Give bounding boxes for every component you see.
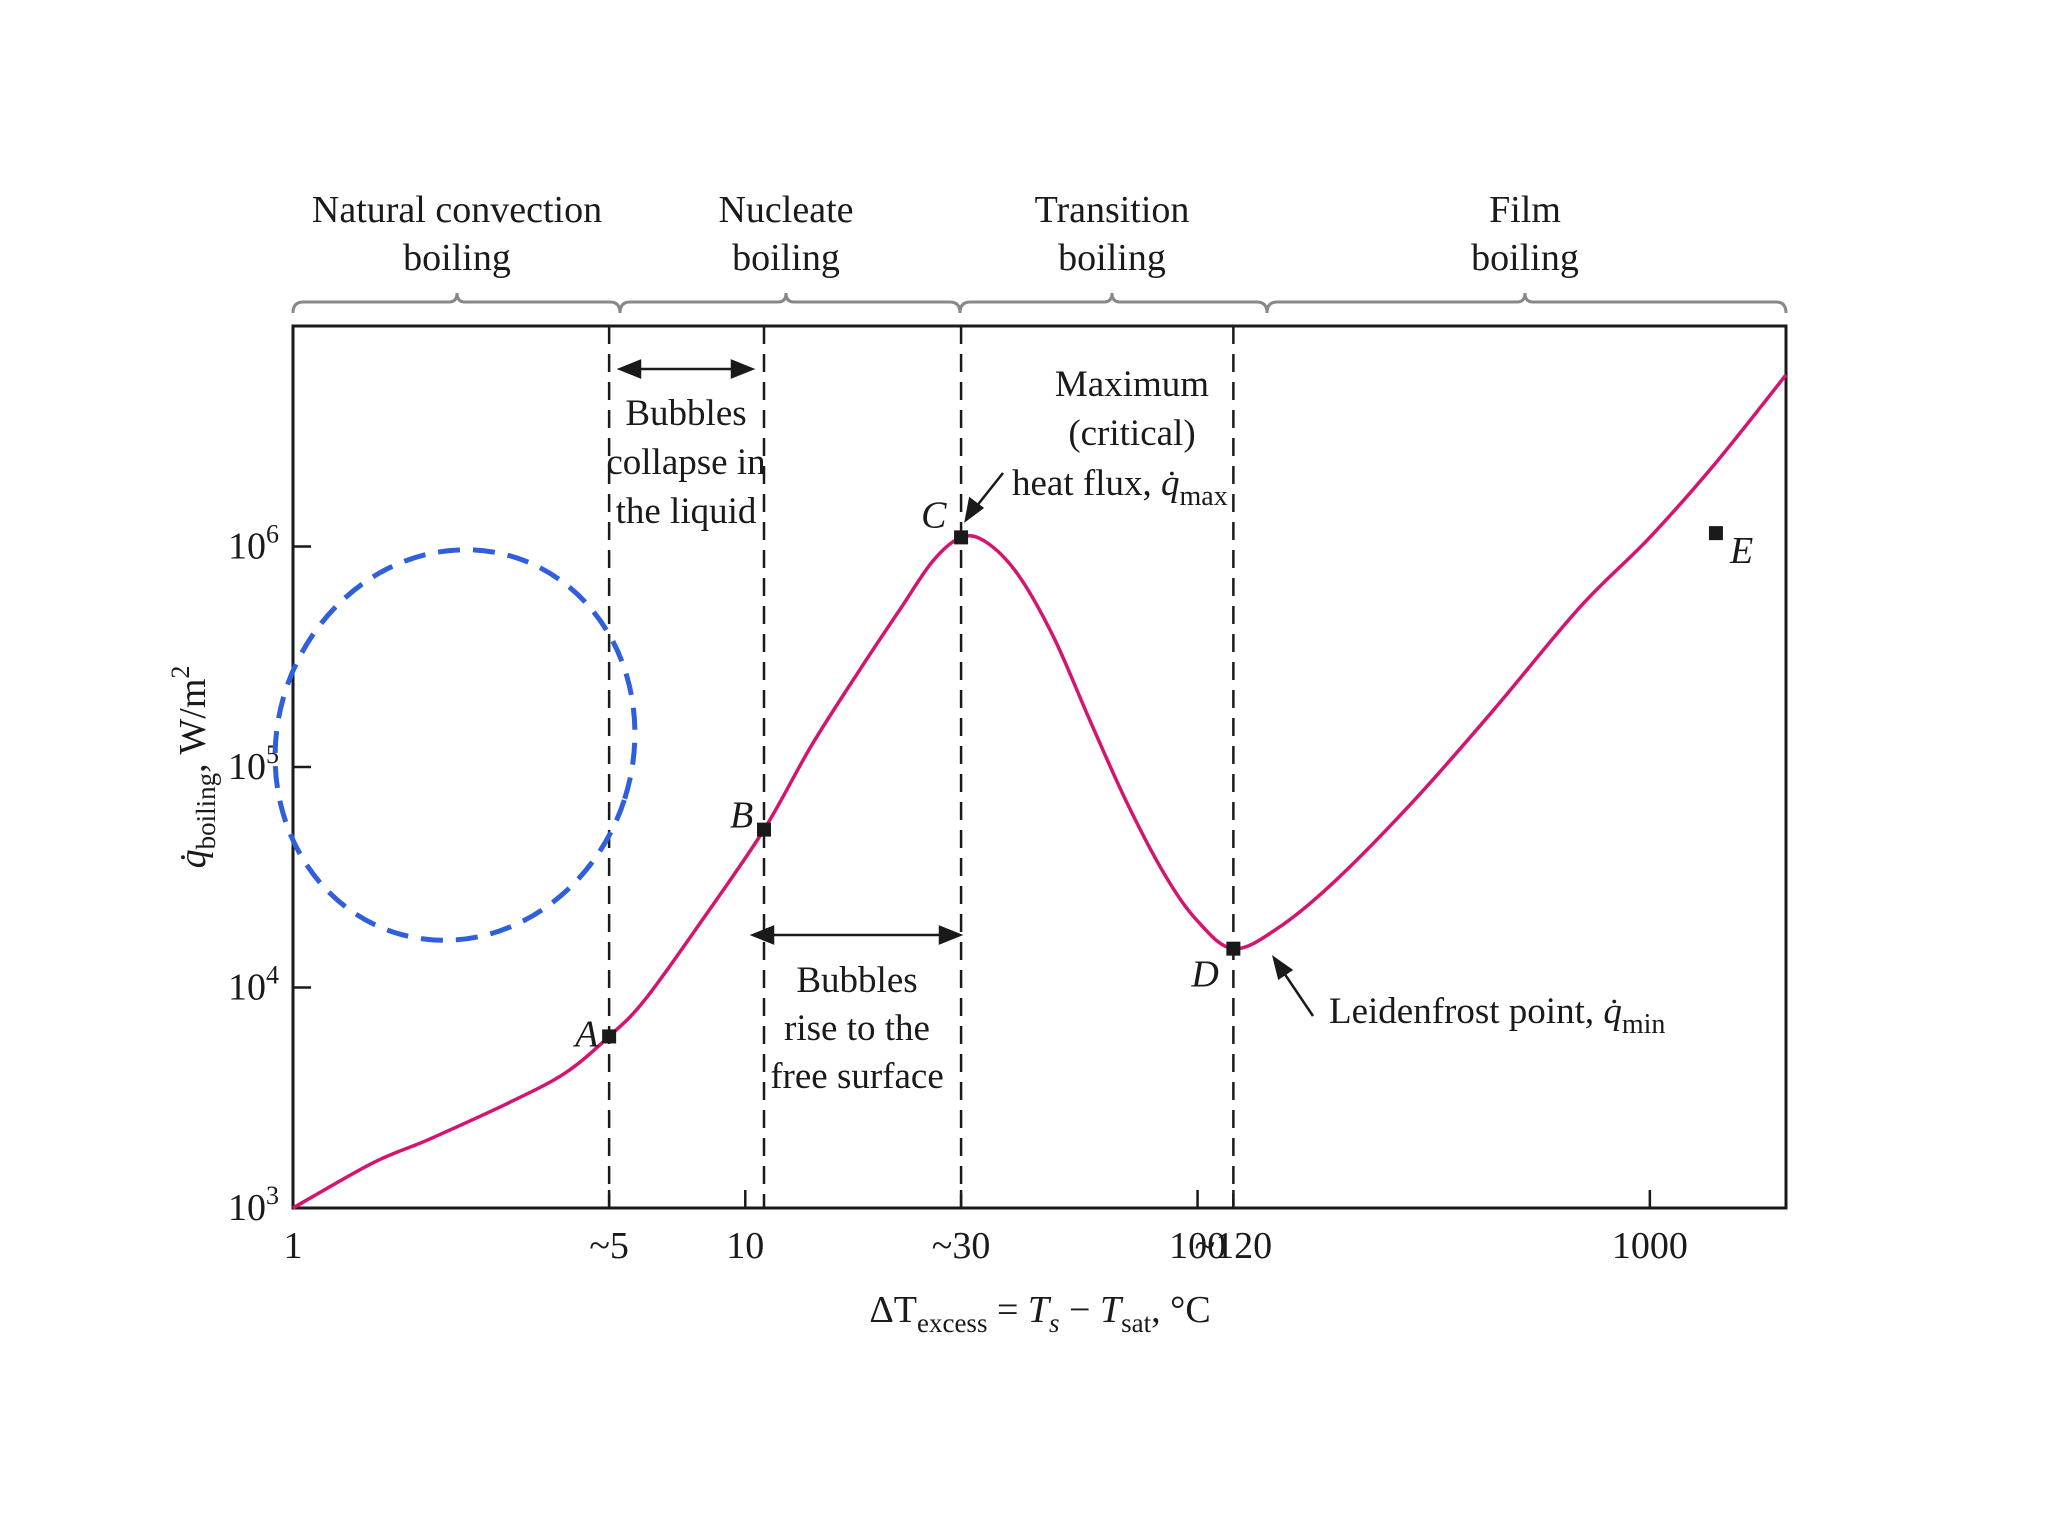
x-axis-minus: − [1060,1289,1100,1331]
brace-natural-convection [291,292,622,314]
brace-transition [958,292,1269,314]
x-tick-label: 1000 [1612,1225,1688,1267]
bubbles-collapse-line2: collapse in [606,442,765,483]
brace-film [1265,292,1788,314]
bubbles-rise-line2: rise to the [784,1008,930,1049]
x-tick-label: 10 [726,1225,764,1267]
point-B [757,822,772,837]
max-heat-flux-q: q̇ [1161,463,1180,504]
x-tick-label: 1 [284,1225,303,1267]
region-natural-convection-line2: boiling [403,237,511,279]
leidenfrost-text: Leidenfrost point, [1329,991,1603,1032]
point-E [1708,526,1723,541]
leidenfrost-pointer [1271,955,1315,1017]
region-braces [291,292,1788,314]
pointer-arrows [964,472,1315,1017]
leidenfrost-q: q̇ [1603,991,1622,1032]
bubbles-collapse-arrow [616,359,756,379]
x-axis-title: ΔTexcess = Ts − Tsat, °C [869,1289,1210,1338]
point-A [602,1029,617,1044]
leidenfrost-label: Leidenfrost point, q̇min [1329,991,1665,1040]
region-labels: Natural convection boiling Nucleate boil… [312,189,1579,279]
region-nucleate-line1: Nucleate [718,189,853,231]
x-tick-label: ~120 [1195,1225,1273,1267]
x-axis-sub-sat: sat [1121,1308,1151,1338]
double-arrows [616,359,964,945]
x-tick-label: 100 [1169,1225,1226,1267]
region-natural-convection-line1: Natural convection [312,189,602,231]
point-label-E: E [1729,530,1753,572]
bubbles-rise-arrow [749,925,964,945]
region-film-line2: boiling [1471,237,1579,279]
point-D [1226,941,1241,956]
annotations: Bubbles collapse in the liquid Bubbles r… [606,364,1665,1097]
max-heat-flux-line1: Maximum [1055,364,1209,405]
y-tick-label: 106 [228,520,279,568]
x-axis-ts: T [1028,1289,1052,1331]
max-heat-flux-line3: heat flux, q̇max [1012,463,1228,512]
plot-frame [291,324,1788,1210]
max-heat-flux-text: heat flux, [1012,463,1161,504]
highlight-ellipse [272,547,638,943]
x-axis-eq: = [987,1289,1027,1331]
point-label-D: D [1190,954,1218,996]
max-heat-flux-sub: max [1179,481,1227,512]
bubbles-collapse-line1: Bubbles [625,393,746,434]
y-axis-title: q̇boiling, W/m2 [166,666,221,869]
x-axis-unit: , °C [1151,1289,1211,1331]
region-transition-line1: Transition [1035,189,1190,231]
y-axis-q: q̇ [172,849,214,868]
region-film-line1: Film [1489,189,1561,231]
x-tick-label: ~30 [932,1225,991,1267]
x-axis-sub-s: s [1049,1308,1060,1338]
region-transition-line2: boiling [1058,237,1166,279]
bubbles-rise-line3: free surface [770,1056,944,1097]
x-axis-delta: ΔT [869,1289,917,1331]
max-heat-flux-line2: (critical) [1068,413,1195,454]
bubbles-rise-line1: Bubbles [796,960,917,1001]
y-tick-label: 104 [228,961,279,1009]
y-axis-sub: boiling [191,773,221,850]
y-axis-unit: , W/m [172,679,214,773]
y-axis-sup: 2 [166,666,195,679]
x-axis-tsat: T [1100,1289,1124,1331]
point-label-A: A [572,1013,599,1055]
y-tick-label: 105 [228,740,279,788]
region-nucleate-line2: boiling [732,237,840,279]
point-label-B: B [730,795,753,837]
dashed-region-dividers [607,326,1235,1208]
point-label-C: C [921,494,947,536]
curve-points: A B C D E [572,494,1753,1055]
x-tick-label: ~5 [589,1225,629,1267]
bubbles-collapse-line3: the liquid [616,491,757,532]
y-tick-label: 103 [228,1181,279,1229]
x-axis-sub-excess: excess [917,1308,987,1338]
leidenfrost-sub: min [1622,1009,1666,1040]
point-C [954,530,969,545]
axis-ticks: 1 ~5 10 ~30 100~120 1000 103 104 105 106 [228,520,1688,1268]
brace-nucleate [618,292,962,314]
max-heat-flux-pointer [964,472,1004,523]
